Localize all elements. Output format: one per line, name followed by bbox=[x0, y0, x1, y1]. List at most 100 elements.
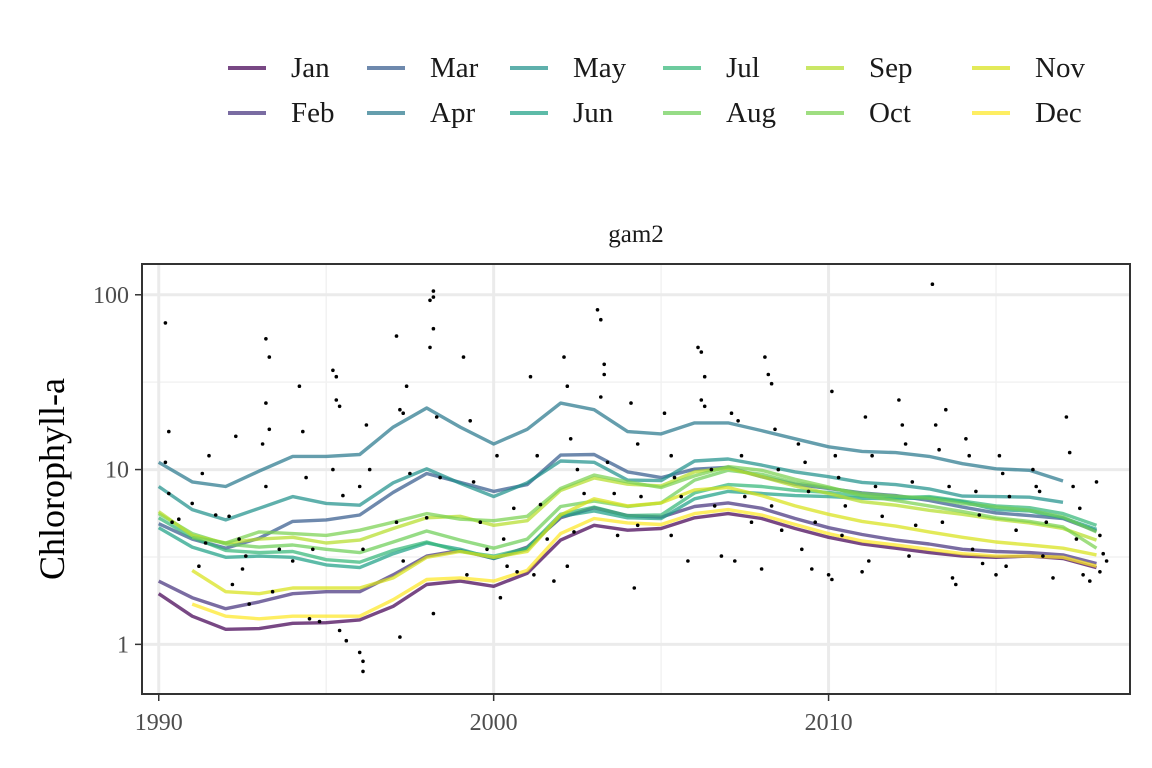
grid-major bbox=[142, 264, 1130, 694]
legend-label: Sep bbox=[869, 52, 913, 84]
data-point bbox=[870, 453, 874, 458]
data-point bbox=[431, 289, 436, 293]
data-point bbox=[190, 501, 194, 506]
data-point bbox=[428, 345, 432, 350]
data-point bbox=[234, 434, 238, 439]
data-point bbox=[361, 669, 365, 674]
data-point bbox=[1101, 551, 1105, 556]
data-point bbox=[304, 475, 308, 480]
data-point bbox=[505, 564, 509, 568]
data-point bbox=[836, 475, 841, 480]
legend-label: Oct bbox=[869, 97, 911, 129]
data-point bbox=[170, 520, 174, 524]
data-point bbox=[749, 520, 754, 524]
legend-item-jan: Jan bbox=[228, 52, 330, 84]
data-point bbox=[615, 533, 620, 538]
data-point bbox=[1037, 489, 1042, 494]
data-point bbox=[270, 589, 275, 594]
y-tick-label: 1 bbox=[117, 632, 129, 658]
data-point bbox=[605, 460, 610, 465]
data-point bbox=[485, 547, 489, 552]
data-point bbox=[428, 298, 432, 303]
data-point bbox=[264, 337, 268, 341]
data-point bbox=[840, 533, 844, 538]
data-point bbox=[950, 576, 955, 580]
data-point bbox=[903, 442, 908, 446]
data-point bbox=[803, 460, 807, 465]
data-point bbox=[394, 520, 399, 524]
data-point bbox=[686, 559, 690, 563]
data-point bbox=[468, 419, 473, 423]
legend-item-sep: Sep bbox=[806, 52, 913, 84]
data-point bbox=[599, 317, 603, 322]
data-point bbox=[267, 427, 272, 432]
data-point bbox=[361, 659, 365, 664]
data-point bbox=[331, 467, 335, 472]
data-point bbox=[307, 617, 312, 621]
data-point bbox=[357, 484, 362, 489]
data-point bbox=[826, 573, 831, 577]
legend: Jan Feb Mar Apr May Jun Jul Aug Sep Oct Nov Dec bbox=[228, 52, 1085, 129]
data-point bbox=[501, 537, 506, 541]
data-point bbox=[237, 537, 241, 541]
data-point bbox=[867, 559, 871, 563]
data-point bbox=[736, 419, 740, 423]
data-point bbox=[398, 407, 402, 412]
data-point bbox=[1044, 520, 1049, 524]
data-point bbox=[331, 368, 335, 373]
data-point bbox=[434, 415, 439, 419]
data-point bbox=[545, 537, 549, 541]
data-point bbox=[582, 491, 586, 496]
data-point bbox=[562, 355, 566, 359]
data-point bbox=[532, 573, 536, 577]
data-point bbox=[438, 475, 442, 480]
legend-item-dec: Dec bbox=[972, 97, 1082, 129]
data-point bbox=[699, 398, 704, 402]
data-point bbox=[177, 517, 181, 521]
data-point bbox=[357, 650, 362, 655]
data-point bbox=[766, 372, 771, 377]
data-point bbox=[1004, 564, 1008, 568]
data-point bbox=[478, 520, 483, 524]
data-point bbox=[910, 480, 915, 484]
data-point bbox=[599, 395, 603, 399]
data-point bbox=[317, 619, 322, 624]
y-tick-label: 100 bbox=[93, 283, 129, 309]
data-point bbox=[264, 484, 268, 489]
legend-item-nov: Nov bbox=[972, 52, 1085, 84]
data-point bbox=[341, 493, 345, 498]
data-point bbox=[635, 442, 640, 446]
data-point bbox=[408, 471, 412, 476]
data-point bbox=[398, 635, 402, 639]
data-point bbox=[538, 502, 543, 507]
data-point bbox=[679, 494, 683, 499]
data-point bbox=[595, 308, 600, 312]
data-point bbox=[964, 437, 968, 441]
data-point bbox=[662, 411, 667, 416]
data-point bbox=[431, 295, 436, 299]
data-point bbox=[954, 582, 958, 587]
legend-label: Feb bbox=[291, 97, 335, 129]
data-point bbox=[1034, 484, 1038, 489]
y-tick-label: 10 bbox=[105, 458, 129, 484]
data-point bbox=[900, 423, 905, 427]
data-point bbox=[264, 401, 268, 405]
data-point bbox=[167, 429, 171, 434]
data-point bbox=[873, 484, 878, 489]
data-point bbox=[337, 628, 342, 633]
data-point bbox=[260, 442, 265, 446]
data-point bbox=[1078, 506, 1082, 511]
legend-label: Nov bbox=[1035, 52, 1085, 84]
data-point bbox=[729, 411, 734, 416]
data-point bbox=[240, 567, 245, 571]
data-point bbox=[565, 384, 570, 389]
data-point bbox=[1041, 554, 1045, 558]
data-point bbox=[197, 564, 201, 568]
data-point bbox=[1031, 467, 1035, 472]
data-point bbox=[471, 480, 476, 484]
data-point bbox=[163, 321, 168, 325]
data-point bbox=[367, 467, 372, 472]
data-point bbox=[1007, 494, 1012, 499]
data-point bbox=[733, 559, 737, 563]
data-point bbox=[769, 381, 774, 386]
